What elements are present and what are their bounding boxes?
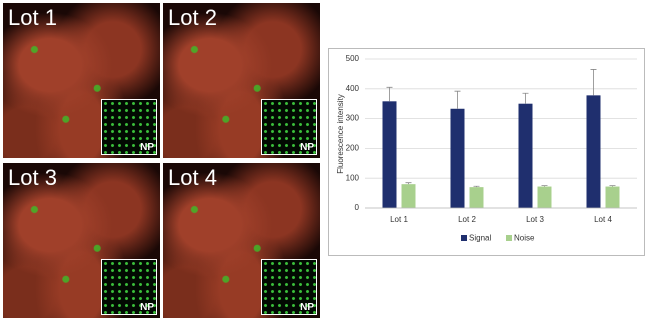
panel-label: Lot 3 — [8, 165, 57, 190]
inset-label: NP — [300, 302, 314, 313]
panel-label: Lot 2 — [168, 5, 217, 30]
error-bar — [473, 185, 480, 188]
bar — [605, 186, 620, 208]
bar — [586, 95, 601, 208]
legend-swatch — [506, 235, 512, 241]
panel-label: Lot 1 — [8, 5, 57, 30]
image-panel: Lot 1 NP — [3, 3, 160, 158]
y-tick-label: 200 — [346, 144, 360, 153]
legend-label: Noise — [514, 234, 535, 243]
y-tick-label: 400 — [346, 84, 360, 93]
image-panel: Lot 2 NP — [163, 3, 320, 158]
image-panel: Lot 4 NP — [163, 163, 320, 318]
y-tick-label: 500 — [346, 54, 360, 63]
y-tick-label: 0 — [355, 203, 360, 212]
inset-label: NP — [140, 142, 154, 153]
x-tick-label: Lot 1 — [390, 215, 408, 224]
error-bar — [454, 90, 461, 109]
error-bar — [590, 69, 597, 96]
inset: NP — [261, 259, 317, 315]
bar — [382, 101, 397, 208]
inset: NP — [261, 99, 317, 155]
bar — [401, 184, 416, 208]
bar — [469, 187, 484, 208]
x-tick-label: Lot 3 — [526, 215, 544, 224]
y-tick-label: 100 — [346, 173, 360, 182]
image-panel: Lot 3 NP — [3, 163, 160, 318]
bar — [537, 186, 552, 208]
x-tick-label: Lot 4 — [594, 215, 612, 224]
inset-label: NP — [300, 142, 314, 153]
bar — [450, 108, 465, 208]
error-bar — [405, 182, 412, 185]
x-tick-label: Lot 2 — [458, 215, 476, 224]
legend-swatch — [461, 235, 467, 241]
error-bar — [386, 86, 393, 102]
inset-label: NP — [140, 302, 154, 313]
error-bar — [541, 185, 548, 187]
legend-label: Signal — [469, 234, 491, 243]
bar — [518, 103, 533, 208]
inset: NP — [101, 99, 157, 155]
chart: Fluorescence intensity 0 100 200 300 400 500 L… — [328, 48, 645, 256]
y-axis-label: Fluorescence intensity — [336, 94, 345, 174]
error-bar — [522, 92, 529, 104]
inset: NP — [101, 259, 157, 315]
panel-label: Lot 4 — [168, 165, 217, 190]
y-tick-label: 300 — [346, 114, 360, 123]
error-bar — [609, 185, 616, 187]
